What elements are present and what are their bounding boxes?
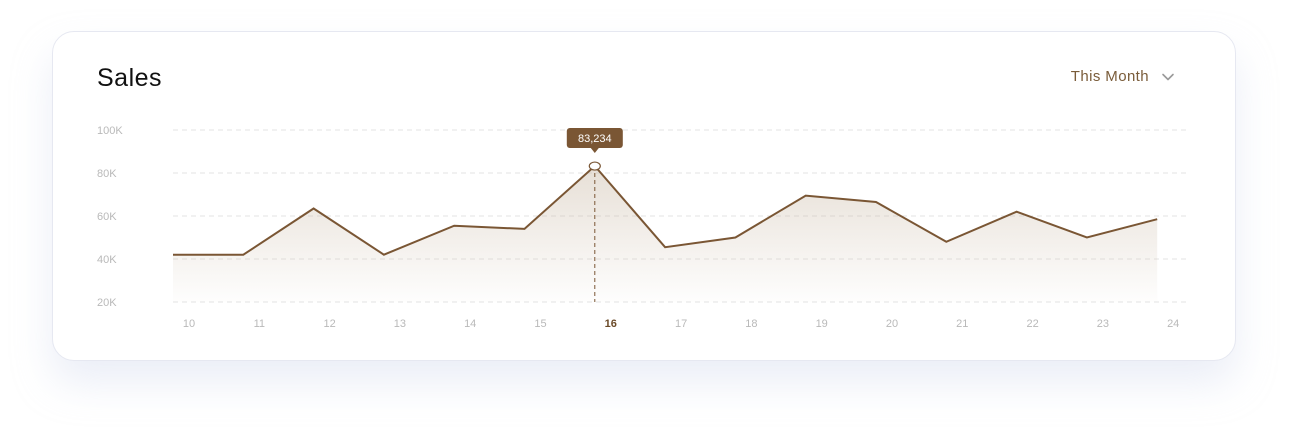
x-tick-label: 20 xyxy=(886,318,898,330)
y-tick-label: 40K xyxy=(97,254,117,266)
x-tick-label: 11 xyxy=(254,318,265,330)
data-point[interactable] xyxy=(378,249,390,261)
x-tick-label: 19 xyxy=(816,318,828,330)
data-point[interactable] xyxy=(800,190,812,202)
x-tick-label: 10 xyxy=(183,318,195,330)
data-point[interactable] xyxy=(448,220,460,232)
x-tick-label: 12 xyxy=(323,318,335,330)
data-point[interactable] xyxy=(1011,206,1023,218)
x-tick-label: 23 xyxy=(1097,318,1109,330)
x-tick-label: 15 xyxy=(534,318,546,330)
sales-card: Sales This Month 100K 80K 60K 40K 20K 10 11 12… xyxy=(52,31,1236,361)
data-point[interactable] xyxy=(308,202,320,214)
x-tick-label: 16 xyxy=(605,318,617,330)
data-point[interactable] xyxy=(870,196,882,208)
tooltip-value: 83,234 xyxy=(578,133,612,145)
sales-area xyxy=(173,166,1158,302)
data-point[interactable] xyxy=(1081,232,1093,244)
y-tick-label: 60K xyxy=(97,211,117,223)
card-title: Sales xyxy=(97,64,163,92)
tooltip-box xyxy=(566,128,623,149)
tooltip-arrow xyxy=(590,148,599,154)
data-point[interactable] xyxy=(519,223,531,235)
x-tick-label: 24 xyxy=(1167,318,1179,330)
data-point[interactable] xyxy=(167,249,179,261)
y-tick-label: 20K xyxy=(97,297,117,309)
x-tick-label: 21 xyxy=(956,318,968,330)
x-tick-label: 14 xyxy=(464,318,476,330)
highlight-marker[interactable] xyxy=(588,161,601,171)
chevron-down-icon xyxy=(1161,70,1175,84)
y-tick-label: 80K xyxy=(97,168,117,180)
sales-line xyxy=(173,164,1158,256)
x-tick-label: 18 xyxy=(745,318,757,330)
period-label: This Month xyxy=(1070,68,1149,85)
data-point[interactable] xyxy=(659,241,671,253)
x-tick-label: 13 xyxy=(394,318,406,330)
data-point[interactable] xyxy=(1151,213,1163,225)
x-tick-label: 17 xyxy=(675,318,687,330)
data-point[interactable] xyxy=(237,249,249,261)
data-point[interactable] xyxy=(940,236,952,248)
period-dropdown[interactable]: This Month xyxy=(1071,68,1175,85)
data-point[interactable] xyxy=(729,232,741,244)
x-tick-label: 22 xyxy=(1026,318,1038,330)
sales-chart: 100K 80K 60K 40K 20K 10 11 12 13 14 15 16 17 18 19 20 2… xyxy=(97,125,1187,330)
y-tick-label: 100K xyxy=(97,125,123,137)
